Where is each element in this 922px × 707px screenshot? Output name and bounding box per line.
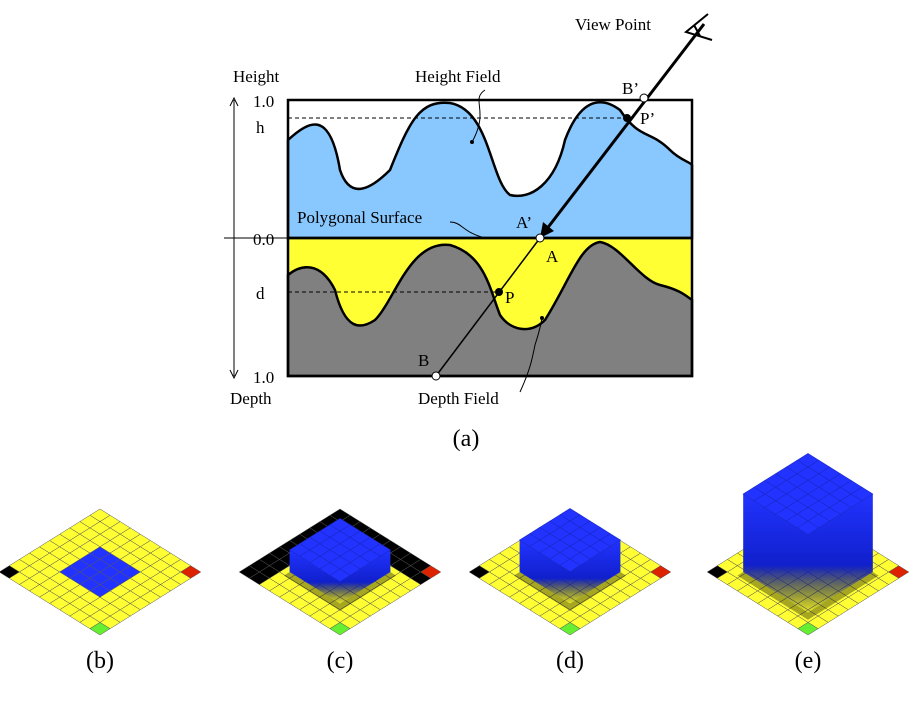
caption: (e) (795, 648, 822, 674)
point-p-prime (623, 114, 631, 122)
tick-label: 1.0 (253, 92, 274, 111)
point-label: A’ (516, 213, 532, 232)
point-p (495, 288, 503, 296)
label: Height (233, 67, 280, 86)
tick-label: 0.0 (253, 230, 274, 249)
point-b (432, 372, 440, 380)
tick-label: h (256, 118, 265, 137)
label: Depth (230, 389, 272, 408)
caption: (a) (453, 426, 480, 452)
panel: (d) (469, 509, 671, 675)
label: View Point (575, 15, 651, 34)
leader-dot (540, 316, 544, 320)
panel: (c) (239, 509, 441, 674)
label: Polygonal Surface (297, 208, 422, 227)
tick-label: d (256, 284, 265, 303)
eye-icon (686, 14, 712, 40)
panel: (b) (0, 509, 201, 674)
point-a (536, 234, 544, 242)
label: Height Field (415, 67, 501, 86)
point-label: A (546, 247, 559, 266)
caption: (c) (327, 648, 354, 674)
point-b-prime (640, 94, 648, 102)
figure: View Point Height Height Field Polygonal… (0, 0, 922, 702)
caption: (b) (86, 648, 114, 674)
label: Depth Field (418, 389, 499, 408)
caption: (d) (556, 648, 584, 674)
tick-label: 1.0 (253, 368, 274, 387)
point-label: B’ (622, 79, 639, 98)
point-label: B (418, 351, 429, 370)
point-label: P (505, 288, 514, 307)
panel: (e) (707, 454, 909, 675)
leader-dot (470, 140, 474, 144)
panel-a: View Point Height Height Field Polygonal… (224, 14, 712, 452)
point-label: P’ (640, 109, 655, 128)
